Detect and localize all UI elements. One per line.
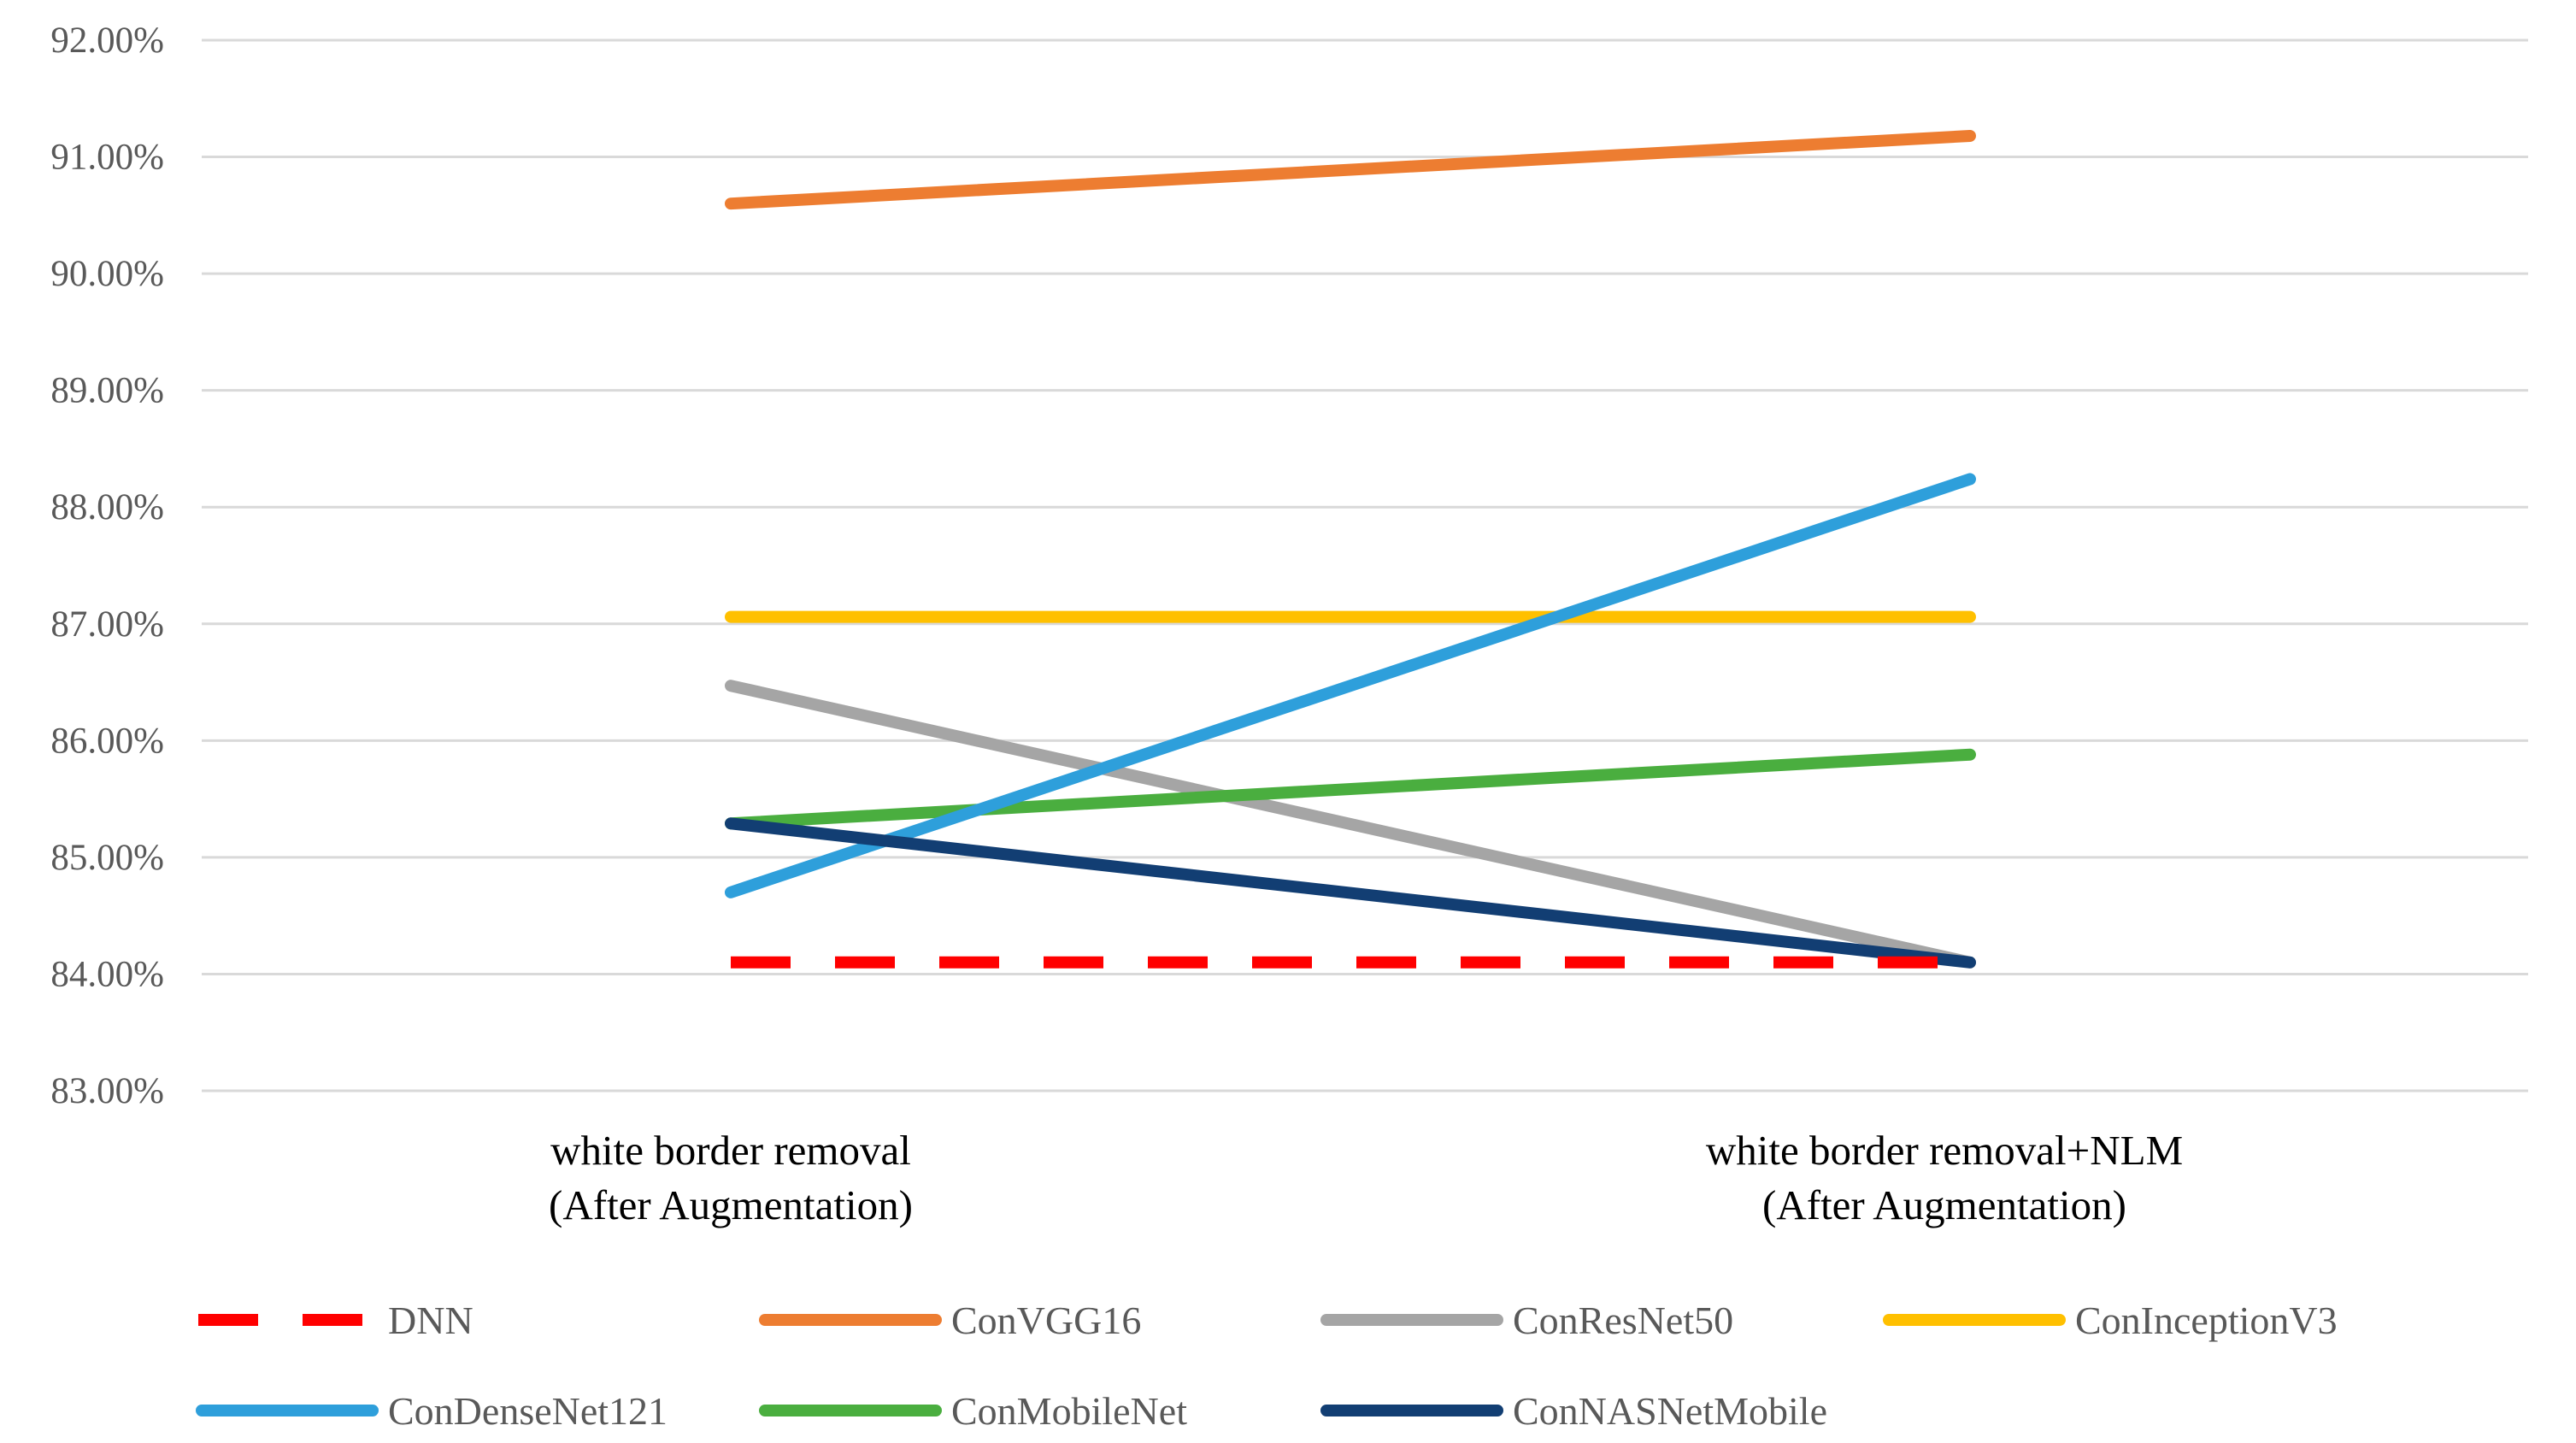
legend-label: ConVGG16 <box>951 1299 1141 1342</box>
x-category-label: (After Augmentation) <box>1762 1181 2126 1228</box>
series-line-connasnetmobile <box>725 817 1976 969</box>
series-lines <box>725 129 1976 969</box>
y-tick-label: 86.00% <box>50 721 164 761</box>
legend-label: ConMobileNet <box>951 1389 1187 1433</box>
series-line-conresnet50 <box>725 680 1976 969</box>
y-tick-label: 89.00% <box>50 371 164 411</box>
legend-label: ConNASNetMobile <box>1513 1389 1827 1433</box>
series-line-conmobilenet <box>725 748 1976 830</box>
series-line-convgg16 <box>725 129 1976 210</box>
x-category-label: white border removal+NLM <box>1706 1127 2183 1174</box>
y-tick-label: 90.00% <box>50 254 164 294</box>
legend-label: ConDenseNet121 <box>388 1389 668 1433</box>
series-line-condensenet121 <box>725 473 1976 898</box>
x-axis-category-labels: white border removal (After Augmentation)… <box>549 1127 2183 1228</box>
legend-label: DNN <box>388 1299 473 1342</box>
y-tick-label: 84.00% <box>50 954 164 994</box>
legend: DNN ConVGG16 ConResNet50 ConInceptionV3 ConD… <box>196 1299 2338 1433</box>
y-tick-label: 83.00% <box>50 1071 164 1111</box>
y-tick-label: 88.00% <box>50 487 164 527</box>
x-category-label: white border removal <box>550 1127 911 1174</box>
y-tick-label: 87.00% <box>50 604 164 645</box>
x-category-label: (After Augmentation) <box>549 1181 913 1228</box>
y-tick-label: 92.00% <box>50 21 164 61</box>
y-tick-label: 91.00% <box>50 138 164 178</box>
legend-label: ConInceptionV3 <box>2075 1299 2338 1342</box>
y-tick-label: 85.00% <box>50 838 164 878</box>
gridlines <box>202 38 2528 1093</box>
y-axis-tick-labels: 83.00% 84.00% 85.00% 86.00% 87.00% 88.00% 89.0… <box>50 21 164 1111</box>
legend-label: ConResNet50 <box>1513 1299 1733 1342</box>
